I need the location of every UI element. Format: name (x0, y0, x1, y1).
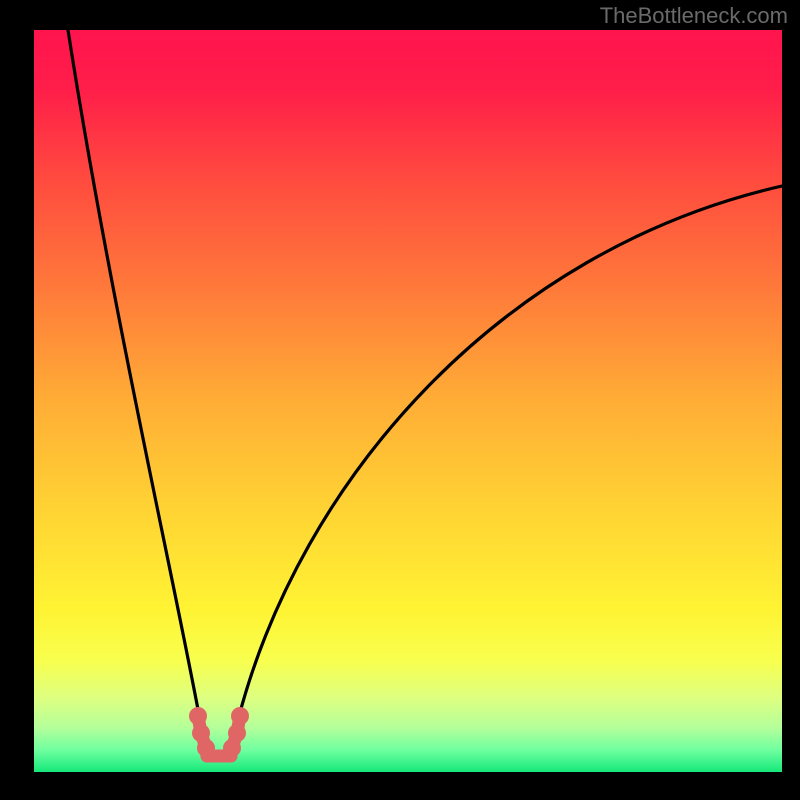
gradient-background (34, 30, 782, 772)
bottleneck-chart: TheBottleneck.com (0, 0, 800, 800)
watermark-text: TheBottleneck.com (600, 3, 788, 29)
